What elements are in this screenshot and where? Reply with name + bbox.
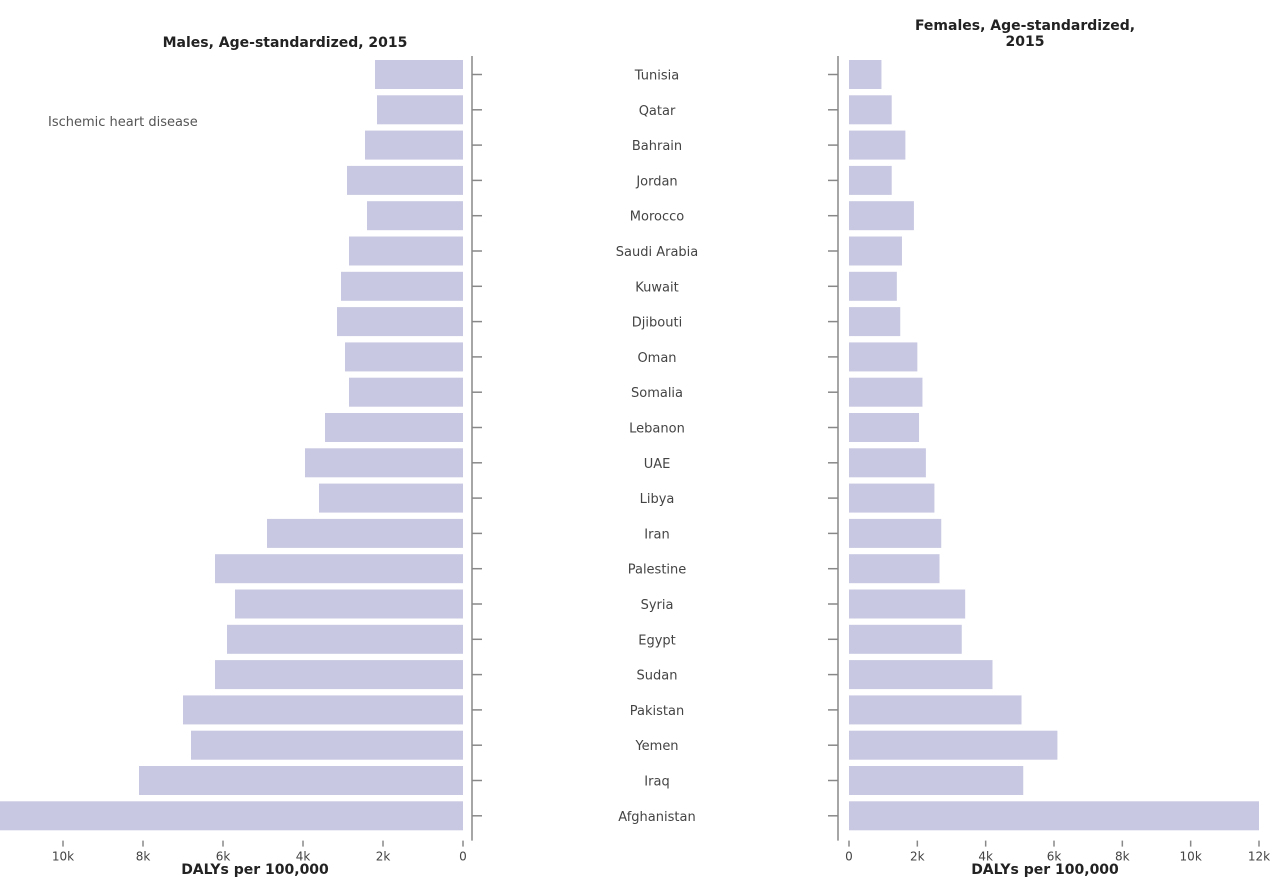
male-bar-sudan [215, 660, 463, 690]
male-bar-djibouti [337, 307, 463, 337]
country-label-sudan: Sudan [637, 669, 678, 684]
country-label-palestine: Palestine [628, 563, 687, 578]
left-x-tick-label: 4k [296, 850, 311, 864]
male-bar-syria [235, 589, 463, 619]
females-panel-title-line1: Females, Age-standardized, [915, 18, 1135, 34]
male-bar-yemen [191, 730, 463, 760]
female-bar-libya [849, 483, 935, 513]
left-x-tick-label: 0 [459, 850, 467, 864]
male-bar-bahrain [365, 130, 463, 160]
female-bar-yemen [849, 730, 1058, 760]
female-bar-tunisia [849, 60, 882, 89]
male-bar-pakistan [183, 695, 463, 725]
male-bar-jordan [347, 165, 463, 195]
left-x-tick-label: 6k [216, 850, 231, 864]
males-panel-title: Males, Age-standardized, 2015 [163, 35, 408, 51]
females-panel-title-line2: 2015 [1006, 34, 1045, 50]
male-bar-tunisia [375, 60, 463, 89]
female-bar-uae [849, 448, 926, 478]
female-bar-pakistan [849, 695, 1022, 725]
male-bar-qatar [377, 95, 463, 125]
male-bar-morocco [367, 201, 463, 231]
female-bar-somalia [849, 377, 923, 407]
female-bar-saudi-arabia [849, 236, 902, 266]
female-bar-sudan [849, 660, 993, 690]
right-x-tick-label: 12k [1248, 850, 1270, 864]
legend-label: Ischemic heart disease [48, 115, 198, 130]
female-bar-iran [849, 518, 942, 548]
male-bar-kuwait [341, 271, 463, 301]
male-bar-iran [267, 518, 463, 548]
country-label-pakistan: Pakistan [630, 704, 684, 719]
male-bar-saudi-arabia [349, 236, 463, 266]
country-label-iran: Iran [644, 527, 669, 542]
right-x-tick-label: 6k [1047, 850, 1062, 864]
female-bar-iraq [849, 766, 1024, 795]
country-label-yemen: Yemen [634, 739, 678, 754]
country-label-afghanistan: Afghanistan [618, 810, 695, 825]
left-x-tick-label: 8k [136, 850, 151, 864]
country-label-qatar: Qatar [639, 104, 676, 119]
female-bar-oman [849, 342, 918, 372]
female-bar-qatar [849, 95, 892, 125]
female-bar-afghanistan [849, 801, 1259, 831]
country-label-libya: Libya [640, 492, 675, 507]
male-bar-oman [345, 342, 463, 372]
left-x-tick-label: 10k [52, 850, 74, 864]
country-label-tunisia: Tunisia [634, 69, 679, 84]
country-label-lebanon: Lebanon [629, 422, 685, 437]
male-bar-iraq [139, 766, 463, 795]
female-bar-egypt [849, 624, 962, 654]
country-label-somalia: Somalia [631, 386, 683, 401]
country-label-egypt: Egypt [638, 633, 676, 648]
right-x-tick-label: 2k [910, 850, 925, 864]
country-label-oman: Oman [637, 351, 676, 366]
country-label-uae: UAE [644, 457, 671, 472]
female-bar-morocco [849, 201, 914, 231]
male-bar-lebanon [325, 413, 463, 442]
country-label-jordan: Jordan [635, 174, 677, 189]
male-bar-afghanistan [0, 801, 463, 831]
country-label-bahrain: Bahrain [632, 139, 682, 154]
male-bar-egypt [227, 624, 463, 654]
females-bars [849, 60, 1259, 831]
country-label-iraq: Iraq [644, 775, 669, 790]
right-x-tick-label: 10k [1180, 850, 1202, 864]
male-bar-palestine [215, 554, 463, 584]
males-bars [0, 60, 463, 831]
female-bar-palestine [849, 554, 940, 584]
country-label-saudi-arabia: Saudi Arabia [616, 245, 699, 260]
female-bar-jordan [849, 165, 892, 195]
male-bar-libya [319, 483, 463, 513]
country-label-djibouti: Djibouti [632, 316, 682, 331]
country-label-morocco: Morocco [630, 210, 684, 225]
axes: 10k 8k 6k 4k 2k 0 0 2k 4k 6k 8k 10k 12k [52, 56, 1270, 864]
males-x-axis-label: DALYs per 100,000 [181, 862, 329, 877]
right-x-tick-label: 8k [1115, 850, 1130, 864]
right-x-tick-label: 0 [845, 850, 853, 864]
female-bar-kuwait [849, 271, 897, 301]
country-labels: Tunisia Qatar Bahrain Jordan Morocco Saudi Ar… [616, 69, 699, 825]
country-label-kuwait: Kuwait [635, 280, 678, 295]
female-bar-lebanon [849, 413, 920, 442]
male-bar-somalia [349, 377, 463, 407]
female-bar-syria [849, 589, 966, 619]
country-label-syria: Syria [641, 598, 674, 613]
female-bar-bahrain [849, 130, 906, 160]
left-x-tick-label: 2k [376, 850, 391, 864]
male-bar-uae [305, 448, 463, 478]
right-x-tick-label: 4k [978, 850, 993, 864]
female-bar-djibouti [849, 307, 901, 337]
females-x-axis-label: DALYs per 100,000 [971, 862, 1119, 877]
